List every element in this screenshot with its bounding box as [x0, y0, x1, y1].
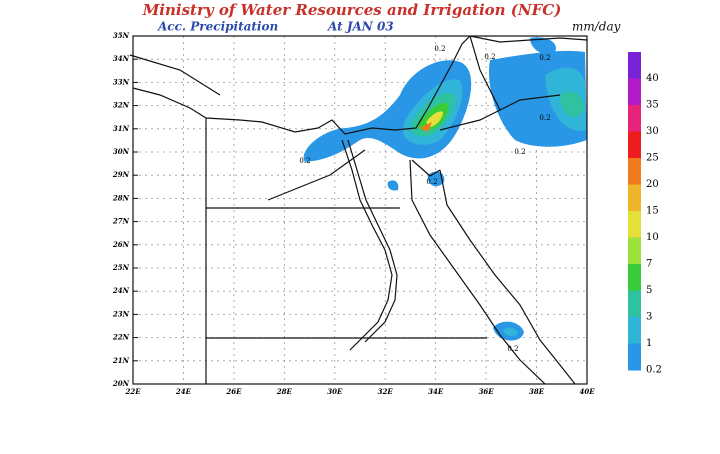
lon-label: 36E — [479, 387, 495, 396]
lat-label: 24N — [112, 286, 130, 295]
lat-label: 25N — [112, 263, 130, 272]
legend-label: 25 — [646, 153, 659, 164]
lat-label: 21N — [112, 356, 130, 365]
legend-swatch — [628, 264, 641, 291]
legend-label: 7 — [646, 259, 652, 270]
lon-label: 26E — [225, 387, 242, 396]
contour-label: 0.2 — [514, 148, 525, 156]
lat-label: 28N — [112, 193, 130, 202]
legend-label: 0.2 — [646, 365, 662, 376]
legend-swatch — [628, 343, 641, 371]
lat-label: 35N — [113, 31, 130, 40]
legend-swatch — [628, 184, 641, 212]
contour-label: 0.2 — [434, 45, 445, 53]
legend-label: 35 — [646, 100, 659, 111]
lon-label: 40E — [579, 387, 595, 396]
legend-label: 5 — [646, 285, 652, 296]
contour-label: 0.2 — [539, 54, 550, 62]
lat-label: 30N — [113, 147, 130, 156]
lat-label: 29N — [112, 170, 130, 179]
lon-label: 24E — [175, 387, 192, 396]
lat-label: 20N — [112, 379, 130, 388]
lat-label: 27N — [112, 217, 130, 226]
legend-swatch — [628, 317, 641, 344]
legend-swatch — [628, 105, 641, 132]
lon-label: 30E — [327, 387, 343, 396]
contour-label: 0.2 — [484, 53, 495, 61]
coastlines — [129, 35, 588, 385]
legend-label: 10 — [646, 232, 659, 243]
lat-label: 34N — [113, 54, 130, 63]
lat-label: 22N — [112, 333, 130, 342]
lon-label: 28E — [276, 387, 293, 396]
contour-label: 0.2 — [539, 114, 550, 122]
time: At JAN 03 — [327, 20, 394, 34]
colorbar: 40 35 30 25 20 15 10 7 5 3 1 0.2 — [628, 52, 662, 376]
contour-labels: 0.2 0.2 0.2 0.2 0.2 0.2 0.2 0.2 — [299, 45, 550, 353]
legend-label: 30 — [646, 126, 659, 137]
product: Acc. Precipitation — [157, 20, 278, 34]
legend-swatch — [628, 290, 641, 318]
lat-label: 32N — [113, 101, 130, 110]
lat-label: 23N — [112, 309, 130, 318]
lon-label: 38E — [529, 387, 545, 396]
lat-label: 31N — [113, 124, 130, 133]
lat-label: 26N — [112, 240, 130, 249]
legend-label: 20 — [646, 179, 659, 190]
legend-swatch — [628, 211, 641, 238]
legend-swatch — [628, 237, 641, 265]
legend-swatch — [628, 158, 641, 185]
legend-label: 15 — [646, 206, 659, 217]
contour-label: 0.2 — [299, 157, 310, 165]
legend-label: 3 — [646, 312, 652, 323]
lon-label: 32E — [378, 387, 394, 396]
unit: mm/day — [572, 20, 621, 34]
legend-label: 1 — [646, 338, 652, 349]
legend-swatch — [628, 78, 641, 106]
precipitation — [303, 37, 587, 341]
contour-label: 0.2 — [507, 345, 518, 353]
legend-label: 40 — [646, 73, 659, 84]
title: Ministry of Water Resources and Irrigati… — [142, 1, 562, 19]
legend-swatch — [628, 131, 641, 159]
contour-label: 0.2 — [426, 178, 437, 186]
lat-label: 33N — [113, 77, 130, 86]
lon-label: 34E — [428, 387, 444, 396]
lon-label: 22E — [124, 387, 141, 396]
legend-swatch — [628, 52, 641, 79]
map-frame — [132, 35, 588, 385]
